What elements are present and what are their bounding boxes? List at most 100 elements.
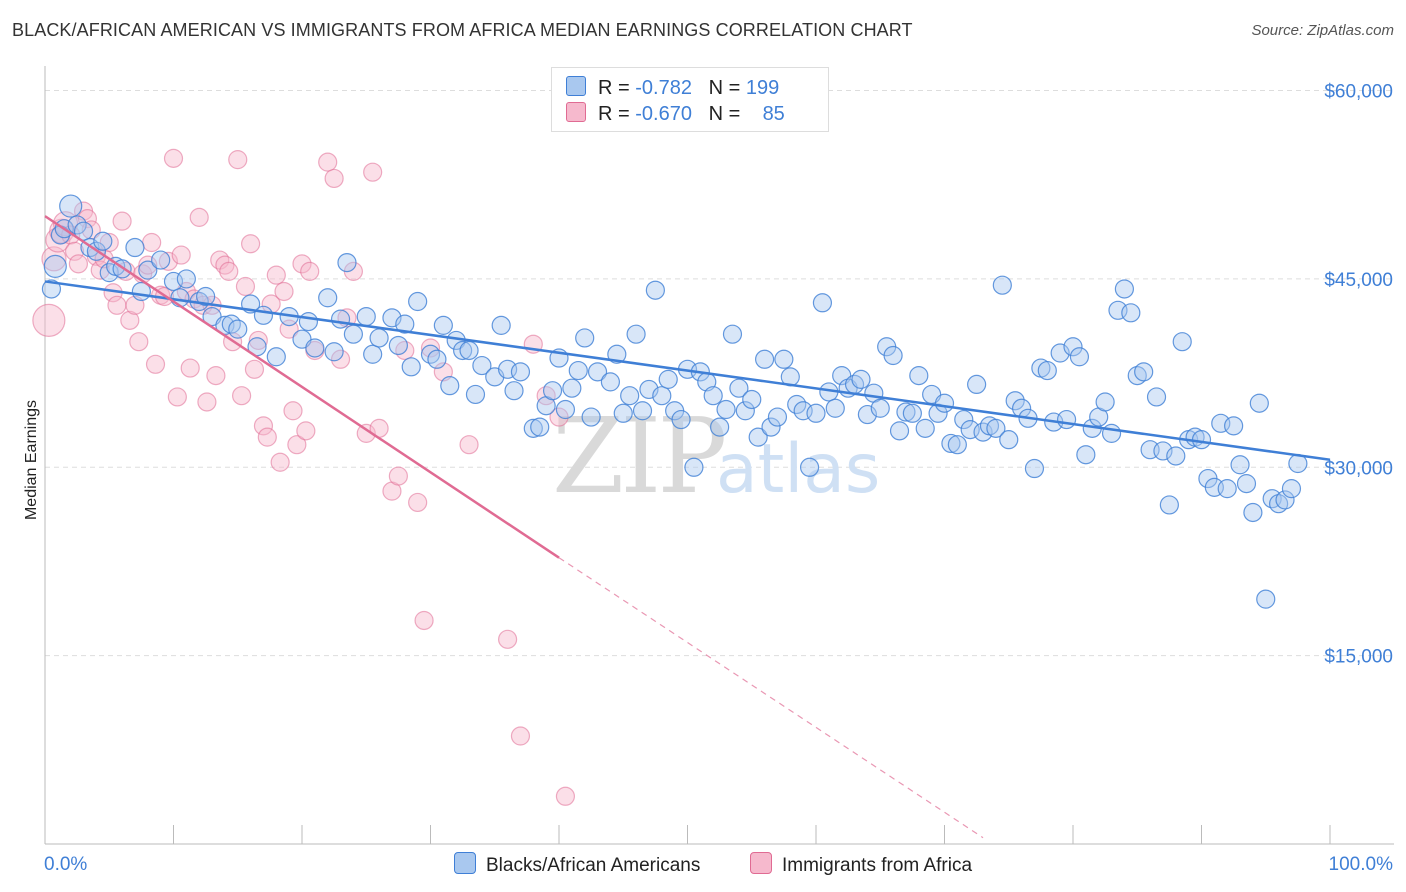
data-point-blacks-african-americans <box>395 314 415 334</box>
legend-row-pink: R = -0.670 N = 85 <box>566 102 785 126</box>
data-point-blacks-african-americans <box>799 457 820 477</box>
data-point-blacks-african-americans <box>491 315 511 335</box>
data-point-blacks-african-americans <box>658 369 678 389</box>
bottom-legend-blue: Blacks/African Americans <box>454 852 700 877</box>
data-point-blacks-african-americans <box>620 386 640 406</box>
data-point-blacks-african-americans <box>459 340 479 361</box>
data-point-immigrants-from-africa <box>300 261 320 281</box>
legend-row-blue: R = -0.782 N = 199 <box>566 76 779 100</box>
data-point-blacks-african-americans <box>266 347 286 367</box>
data-point-immigrants-from-africa <box>235 276 256 297</box>
data-point-blacks-african-americans <box>453 340 473 361</box>
data-point-blacks-african-americans <box>600 372 621 392</box>
data-point-blacks-african-americans <box>812 293 833 313</box>
data-point-immigrants-from-africa <box>253 416 274 436</box>
data-point-blacks-african-americans <box>472 355 492 376</box>
data-point-blacks-african-americans <box>992 275 1012 295</box>
data-point-immigrants-from-africa <box>408 492 428 513</box>
data-point-blacks-african-americans <box>967 374 987 394</box>
data-point-blacks-african-americans <box>1114 279 1135 299</box>
data-point-blacks-african-americans <box>947 435 967 455</box>
data-point-blacks-african-americans <box>1134 362 1154 382</box>
data-point-blacks-african-americans <box>742 389 762 410</box>
data-point-immigrants-from-africa <box>32 303 66 337</box>
bottom-legend-swatch-pink <box>750 852 772 874</box>
data-point-blacks-african-americans <box>504 381 524 401</box>
data-point-blacks-african-americans <box>1191 430 1212 450</box>
data-point-blacks-african-americans <box>369 328 389 348</box>
data-point-immigrants-from-africa <box>395 340 415 361</box>
legend-r-value-blue: -0.782 <box>635 77 692 99</box>
data-point-blacks-african-americans <box>883 345 903 366</box>
data-point-immigrants-from-africa <box>107 295 127 315</box>
data-point-blacks-african-americans <box>1146 387 1167 407</box>
data-point-immigrants-from-africa <box>129 332 149 352</box>
source-credit: Source: ZipAtlas.com <box>1251 22 1394 39</box>
data-point-blacks-african-americans <box>870 398 890 418</box>
data-point-blacks-african-americans <box>330 309 351 329</box>
data-point-immigrants-from-africa <box>138 255 158 275</box>
data-point-blacks-african-americans <box>196 286 216 307</box>
data-point-immigrants-from-africa <box>414 610 434 631</box>
data-point-blacks-african-americans <box>581 407 601 427</box>
data-point-blacks-african-americans <box>710 417 730 437</box>
data-point-blacks-african-americans <box>542 381 563 401</box>
data-point-blacks-african-americans <box>1243 502 1263 523</box>
data-point-blacks-african-americans <box>356 306 376 327</box>
data-point-blacks-african-americans <box>465 384 486 405</box>
data-point-blacks-african-americans <box>170 288 190 308</box>
data-point-blacks-african-americans <box>318 288 338 308</box>
data-point-blacks-african-americans <box>305 338 325 358</box>
data-point-immigrants-from-africa <box>296 421 316 441</box>
data-point-immigrants-from-africa <box>549 407 569 427</box>
data-point-blacks-african-americans <box>748 427 768 447</box>
data-point-blacks-african-americans <box>1281 479 1302 499</box>
y-tick-label: $30,000 <box>1324 458 1393 479</box>
data-point-blacks-african-americans <box>73 221 94 241</box>
data-point-blacks-african-americans <box>343 324 363 344</box>
data-point-blacks-african-americans <box>1159 495 1179 515</box>
data-point-immigrants-from-africa <box>219 261 239 281</box>
data-point-blacks-african-americans <box>607 344 627 364</box>
data-point-blacks-african-americans <box>221 314 241 334</box>
data-point-immigrants-from-africa <box>112 211 132 231</box>
data-point-blacks-african-americans <box>1076 445 1096 465</box>
data-point-immigrants-from-africa <box>388 466 408 486</box>
data-point-blacks-african-americans <box>510 362 531 382</box>
data-point-blacks-african-americans <box>59 194 83 218</box>
data-point-blacks-african-americans <box>934 393 955 413</box>
data-point-immigrants-from-africa <box>257 427 277 447</box>
watermark-atlas: atlas <box>716 430 880 509</box>
data-point-blacks-african-americans <box>613 403 633 423</box>
data-point-blacks-african-americans <box>1172 332 1192 352</box>
data-point-blacks-african-americans <box>440 376 460 396</box>
data-point-blacks-african-americans <box>767 407 788 427</box>
data-point-blacks-african-americans <box>806 403 826 423</box>
data-point-immigrants-from-africa <box>171 245 191 265</box>
data-point-blacks-african-americans <box>684 457 704 477</box>
data-point-blacks-african-americans <box>575 328 595 348</box>
data-point-blacks-african-americans <box>729 378 749 398</box>
data-point-immigrants-from-africa <box>266 265 286 285</box>
data-point-blacks-african-americans <box>1069 347 1090 367</box>
data-point-blacks-african-americans <box>954 409 974 430</box>
legend-n-value-pink: 85 <box>762 103 785 125</box>
bottom-legend-label-blue: Blacks/African Americans <box>486 855 701 876</box>
data-point-blacks-african-americans <box>176 269 196 289</box>
data-point-blacks-african-americans <box>1037 360 1057 381</box>
trend-line-immigrants-from-africa-extrapolated <box>558 557 984 839</box>
data-point-blacks-african-americans <box>1005 391 1025 411</box>
data-point-immigrants-from-africa <box>244 359 265 379</box>
data-point-blacks-african-americans <box>1063 337 1083 357</box>
legend-swatch-pink <box>566 102 586 122</box>
data-point-immigrants-from-africa <box>64 241 85 261</box>
data-point-immigrants-from-africa <box>536 386 556 406</box>
watermark-zip: ZIP <box>552 395 724 517</box>
trend-lines <box>44 215 1331 839</box>
data-point-blacks-african-americans <box>587 362 608 382</box>
data-point-blacks-african-americans <box>1249 393 1269 413</box>
data-point-immigrants-from-africa <box>318 152 338 172</box>
data-point-immigrants-from-africa <box>120 310 140 330</box>
data-point-immigrants-from-africa <box>330 349 351 369</box>
data-point-immigrants-from-africa <box>189 207 209 227</box>
